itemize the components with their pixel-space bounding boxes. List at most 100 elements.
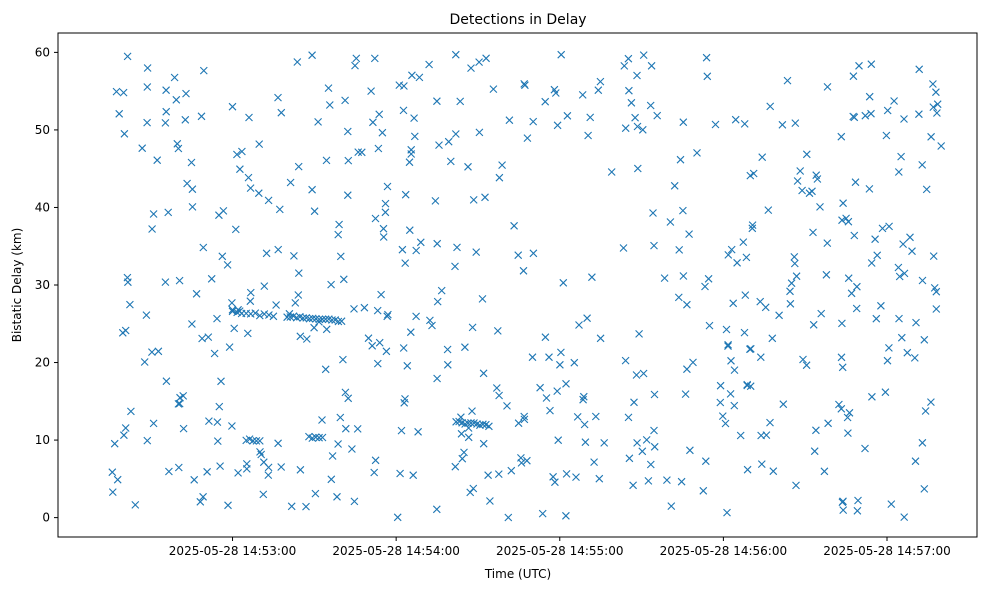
detection-point — [929, 80, 937, 88]
detection-point — [328, 452, 337, 460]
detection-point — [412, 246, 421, 255]
detection-point — [903, 348, 912, 357]
detection-point — [308, 314, 317, 323]
detection-point — [426, 316, 434, 325]
detection-point — [175, 399, 184, 408]
detection-point — [238, 147, 246, 156]
detection-point — [203, 467, 211, 476]
detection-point — [275, 205, 284, 214]
detection-point — [255, 437, 264, 445]
detection-point — [213, 314, 221, 323]
detection-point — [739, 238, 748, 246]
detection-point — [294, 291, 303, 299]
detection-point — [693, 149, 701, 157]
detection-point — [182, 89, 190, 98]
detection-point — [883, 356, 892, 365]
x-tick-label: 2025-05-28 14:55:00 — [496, 544, 623, 558]
detection-point — [446, 157, 455, 166]
detection-point — [274, 439, 282, 448]
detection-point — [541, 97, 550, 106]
detection-point — [457, 429, 466, 438]
detection-point — [546, 406, 554, 415]
detection-point — [318, 433, 327, 442]
detection-point — [308, 185, 316, 194]
detection-point — [408, 71, 416, 80]
detection-point — [246, 288, 255, 297]
detection-point — [897, 152, 905, 161]
detection-point — [475, 128, 484, 137]
detection-point — [148, 225, 156, 233]
detection-point — [318, 416, 326, 424]
detection-point — [341, 388, 350, 397]
detection-point — [348, 445, 356, 453]
detection-point — [381, 208, 390, 217]
detection-point — [161, 119, 170, 127]
detection-point — [153, 156, 162, 165]
detection-point — [705, 321, 714, 330]
detection-point — [478, 295, 487, 303]
detection-point — [154, 347, 163, 356]
detection-point — [679, 272, 688, 280]
detection-point — [451, 130, 460, 138]
detection-point — [328, 316, 336, 324]
detection-point — [667, 502, 676, 510]
detection-point — [143, 83, 152, 91]
detection-point — [625, 454, 634, 463]
detection-point — [451, 462, 460, 471]
detection-point — [927, 398, 935, 406]
y-tick-label: 30 — [35, 278, 50, 292]
detection-point — [255, 140, 264, 148]
detection-point — [364, 334, 373, 343]
detection-point — [802, 150, 811, 159]
detection-point — [619, 244, 628, 252]
detection-point — [371, 214, 380, 223]
detection-point — [341, 424, 350, 433]
detection-point — [287, 502, 296, 511]
detection-point — [839, 506, 848, 514]
detection-point — [148, 348, 156, 356]
detection-point — [701, 457, 710, 466]
detection-point — [887, 500, 896, 508]
detection-point — [867, 109, 875, 118]
detection-point — [383, 312, 392, 321]
detection-point — [932, 287, 941, 296]
detection-point — [798, 186, 806, 195]
detection-point — [553, 121, 562, 130]
detection-point — [676, 155, 685, 164]
detection-point — [911, 457, 920, 466]
detection-point — [642, 436, 651, 444]
detection-point — [621, 124, 630, 133]
detection-point — [894, 168, 903, 176]
detection-point — [674, 293, 683, 302]
detection-point — [344, 394, 353, 403]
detection-point — [456, 97, 465, 106]
detection-point — [453, 243, 461, 252]
detection-point — [791, 119, 800, 127]
y-tick-label: 20 — [35, 356, 50, 370]
detection-point — [933, 109, 941, 117]
detection-point — [192, 289, 201, 298]
detection-point — [756, 353, 765, 362]
detection-point — [286, 178, 295, 187]
detection-point — [740, 120, 749, 128]
detection-point — [633, 122, 642, 131]
detection-point — [932, 305, 941, 313]
detection-point — [188, 185, 197, 194]
detection-point — [639, 51, 648, 59]
detection-point — [475, 58, 483, 66]
detection-point — [274, 245, 283, 254]
detection-point — [551, 478, 559, 487]
detection-point — [590, 458, 598, 466]
x-tick-label: 2025-05-28 14:54:00 — [332, 544, 459, 558]
detection-point — [339, 355, 347, 364]
detection-point — [855, 61, 863, 70]
detection-point — [809, 320, 818, 329]
detection-point — [721, 419, 730, 428]
detection-point — [409, 471, 418, 480]
detection-point — [877, 301, 885, 310]
detection-point — [196, 497, 205, 506]
detection-point — [746, 382, 755, 391]
detection-point — [341, 96, 349, 105]
detection-point — [334, 230, 343, 239]
detection-point — [679, 206, 687, 215]
